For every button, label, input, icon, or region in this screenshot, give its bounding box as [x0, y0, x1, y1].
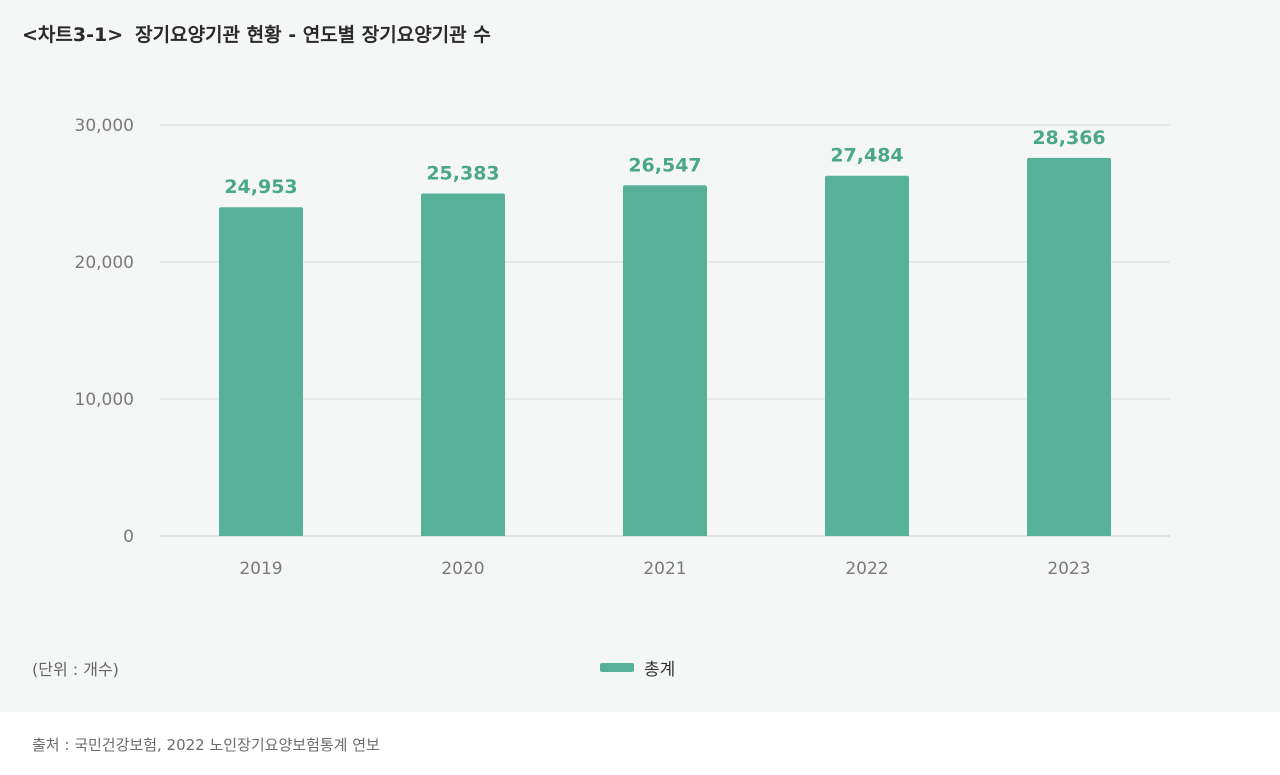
bar	[623, 185, 707, 536]
bar	[421, 193, 505, 536]
data-label: 26,547	[628, 154, 701, 176]
x-tick-label: 2020	[441, 559, 484, 579]
bar	[219, 207, 303, 536]
x-tick-label: 2022	[845, 559, 888, 579]
unit-label: (단위 : 개수)	[32, 660, 119, 679]
y-tick-label: 20,000	[75, 253, 134, 273]
x-tick-label: 2019	[239, 559, 282, 579]
y-tick-label: 30,000	[75, 116, 134, 136]
chart-title-text: 장기요양기관 현황 - 연도별 장기요양기관 수	[135, 24, 491, 46]
legend-swatch	[600, 663, 634, 672]
chart-title: <차트3-1> 장기요양기관 현황 - 연도별 장기요양기관 수	[22, 20, 491, 47]
data-label: 27,484	[830, 145, 903, 167]
y-tick-label: 10,000	[75, 390, 134, 410]
bar-chart: 0 10,000 20,000 30,000 24,953 2019 25,383 2020 2…	[75, 116, 1170, 579]
bar	[825, 175, 909, 536]
x-tick-label: 2021	[643, 559, 686, 579]
data-label: 24,953	[224, 176, 297, 198]
x-tick-label: 2023	[1047, 559, 1090, 579]
legend-label: 총계	[644, 660, 676, 680]
bar	[1027, 157, 1111, 536]
y-tick-label: 0	[123, 527, 134, 547]
source-note: 출처 : 국민건강보험, 2022 노인장기요양보험통계 연보	[32, 736, 380, 754]
data-label: 28,366	[1032, 127, 1105, 149]
legend: 총계	[600, 655, 675, 680]
data-label: 25,383	[426, 163, 499, 185]
chart-number: <차트3-1>	[22, 24, 124, 46]
